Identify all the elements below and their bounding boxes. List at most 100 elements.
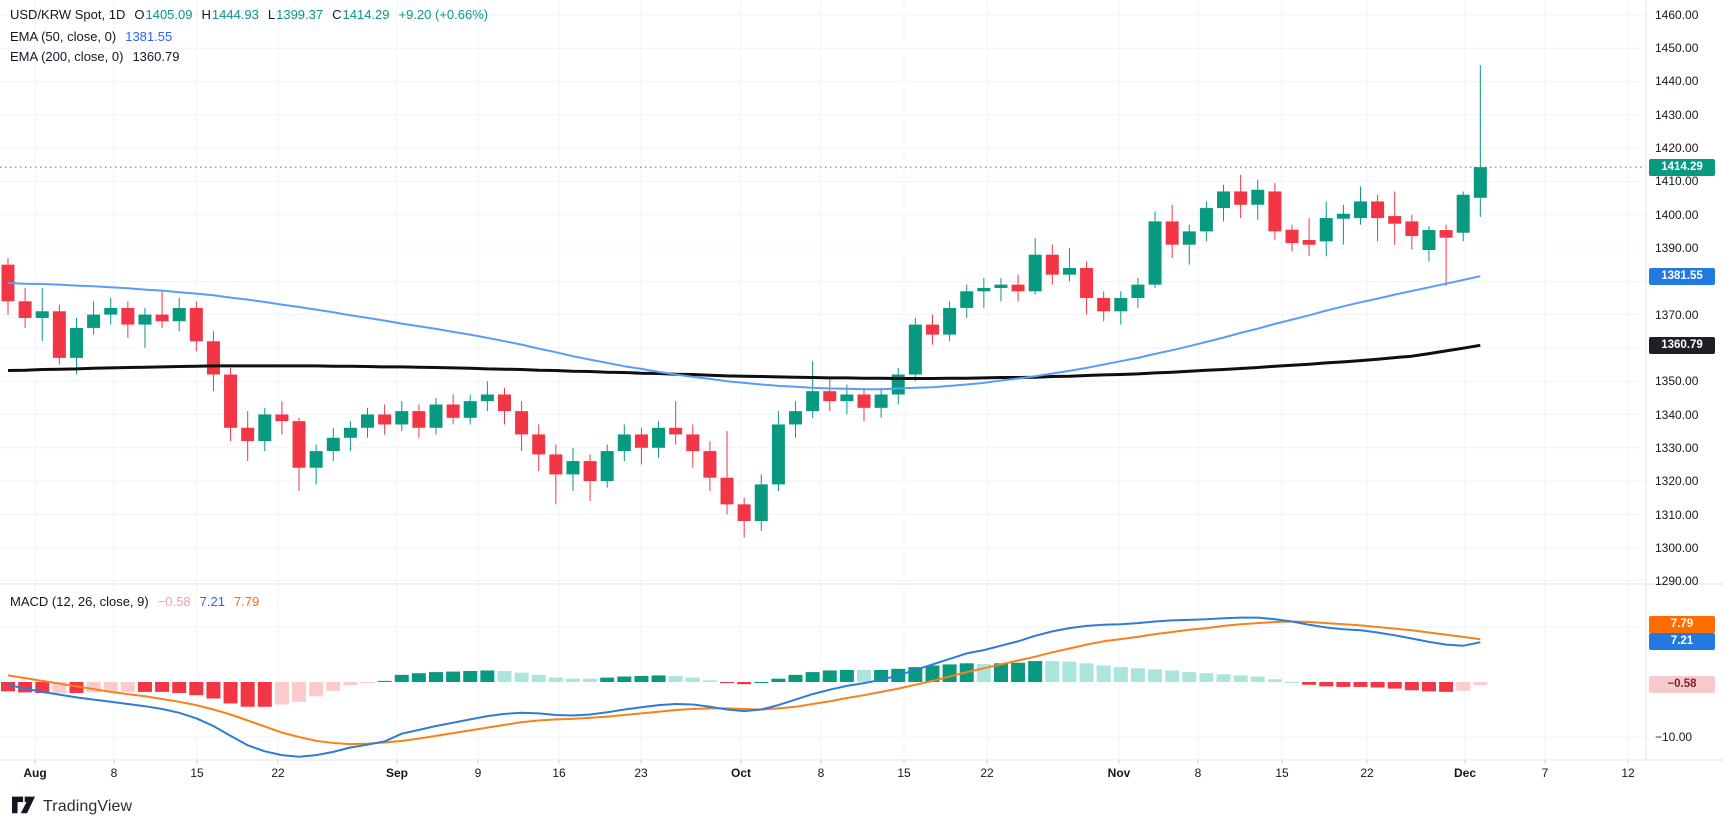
macd-histogram-bar xyxy=(1148,669,1163,682)
candle-body xyxy=(1234,191,1248,205)
price-axis-label: 1420.00 xyxy=(1655,141,1699,155)
macd-label[interactable]: MACD (12, 26, close, 9) xyxy=(10,594,149,609)
macd-histogram-bar xyxy=(651,675,666,682)
candle-body xyxy=(155,314,169,322)
macd-histogram-bar xyxy=(1045,661,1060,682)
candle-body xyxy=(104,307,118,315)
macd-histogram-bar xyxy=(1,682,15,692)
price-axis-label: 1450.00 xyxy=(1655,41,1699,55)
candle-body xyxy=(121,307,135,325)
macd-histogram-bar xyxy=(702,680,717,682)
macd-histogram-bar xyxy=(737,682,752,685)
macd-histogram-bar xyxy=(771,678,786,682)
time-axis-label: Nov xyxy=(1108,766,1131,780)
candle-body xyxy=(35,311,49,318)
candle-body xyxy=(1,264,15,302)
macd-histogram-bar xyxy=(1387,682,1402,689)
macd-histogram-bar xyxy=(1165,670,1180,682)
macd-histogram-bar xyxy=(600,677,615,682)
candle-body xyxy=(1388,216,1402,224)
candle-body xyxy=(378,414,392,425)
symbol-legend: USD/KRW Spot, 1D O 1405.09 H 1444.93 L 1399… xyxy=(10,7,488,22)
candle-body xyxy=(737,504,751,522)
ohlc-open: O 1405.09 xyxy=(134,7,193,22)
macd-histogram-bar xyxy=(497,671,512,682)
candle-body xyxy=(224,374,238,428)
candle-body xyxy=(1302,240,1316,245)
ema50-value: 1381.55 xyxy=(125,29,173,44)
price-axis-label: 1300.00 xyxy=(1655,541,1699,555)
candle-body xyxy=(908,324,922,375)
candle-body xyxy=(18,301,32,318)
macd-histogram-bar xyxy=(480,670,495,682)
macd-hist-value: −0.58 xyxy=(157,594,191,609)
candle-body xyxy=(1097,297,1111,312)
ema200-label[interactable]: EMA (200, close, 0) xyxy=(10,49,124,64)
candle-body xyxy=(1285,229,1299,244)
macd-main-line xyxy=(7,616,1481,758)
candle-body xyxy=(463,401,477,418)
candle-body xyxy=(1422,230,1436,251)
time-axis-label: Dec xyxy=(1454,766,1476,780)
candle-body xyxy=(994,284,1008,288)
tradingview-branding[interactable]: TradingView xyxy=(12,796,132,817)
candle-body xyxy=(1268,191,1282,232)
macd-histogram-bar xyxy=(1233,675,1248,682)
macd-histogram-bar xyxy=(429,672,443,682)
candle-body xyxy=(771,424,785,485)
candle-body xyxy=(189,307,203,342)
macd-histogram-bar xyxy=(583,678,598,682)
candle-body xyxy=(1011,284,1025,292)
macd-histogram-bar xyxy=(1302,682,1317,685)
macd-histogram-bar xyxy=(1421,682,1436,692)
macd-line-value: 7.21 xyxy=(199,594,225,609)
candle-body xyxy=(1131,284,1145,298)
macd-histogram-bar xyxy=(1285,682,1299,683)
time-axis-label: 7 xyxy=(1542,766,1549,780)
ema50-label[interactable]: EMA (50, close, 0) xyxy=(10,29,117,44)
candle-body xyxy=(138,314,152,325)
macd-histogram-bar xyxy=(18,682,33,693)
candle-body xyxy=(429,404,443,428)
macd-histogram-bar xyxy=(1113,667,1128,682)
candle-body xyxy=(874,394,888,408)
candle-body xyxy=(515,411,529,435)
price-axis-label: 1290.00 xyxy=(1655,574,1699,588)
candle-body xyxy=(69,327,83,358)
price-axis-label: 1310.00 xyxy=(1655,508,1699,522)
candle-body xyxy=(566,461,580,475)
symbol-title[interactable]: USD/KRW Spot, 1D xyxy=(10,7,126,22)
candle-body xyxy=(960,291,974,308)
macd-histogram-bar xyxy=(1079,663,1094,682)
price-axis-label: 1460.00 xyxy=(1655,8,1699,22)
price-axis-label: 1430.00 xyxy=(1655,108,1699,122)
candle-body xyxy=(309,451,323,468)
time-axis-label: 15 xyxy=(190,766,204,780)
ema200-value: 1360.79 xyxy=(132,49,180,64)
candle-body xyxy=(1080,268,1094,298)
candle-body xyxy=(1165,221,1179,245)
macd-histogram-bar xyxy=(788,674,803,682)
macd-histogram-bar xyxy=(86,682,101,693)
macd-histogram-bar xyxy=(1182,672,1197,682)
candle-body xyxy=(497,394,511,412)
candle-body xyxy=(1045,254,1059,275)
macd-histogram-bar xyxy=(925,665,940,682)
macd-signal-value: 7.79 xyxy=(233,594,260,609)
macd-histogram-bar xyxy=(1096,665,1111,682)
time-axis-label: 12 xyxy=(1621,766,1635,780)
candle-body xyxy=(1439,230,1453,238)
macd-histogram-bar xyxy=(309,682,324,697)
candle-body xyxy=(789,411,803,425)
macd-histogram-bar xyxy=(463,671,478,682)
time-axis-label: 22 xyxy=(271,766,285,780)
macd-histogram-bar xyxy=(754,682,769,683)
candle-body xyxy=(943,307,957,335)
candle-body xyxy=(617,434,631,452)
macd-histogram-bar xyxy=(446,671,461,682)
candle-body xyxy=(480,394,494,402)
macd-histogram-bar xyxy=(35,682,50,693)
macd-histogram-bar xyxy=(1473,682,1488,686)
candle-body xyxy=(840,394,854,402)
